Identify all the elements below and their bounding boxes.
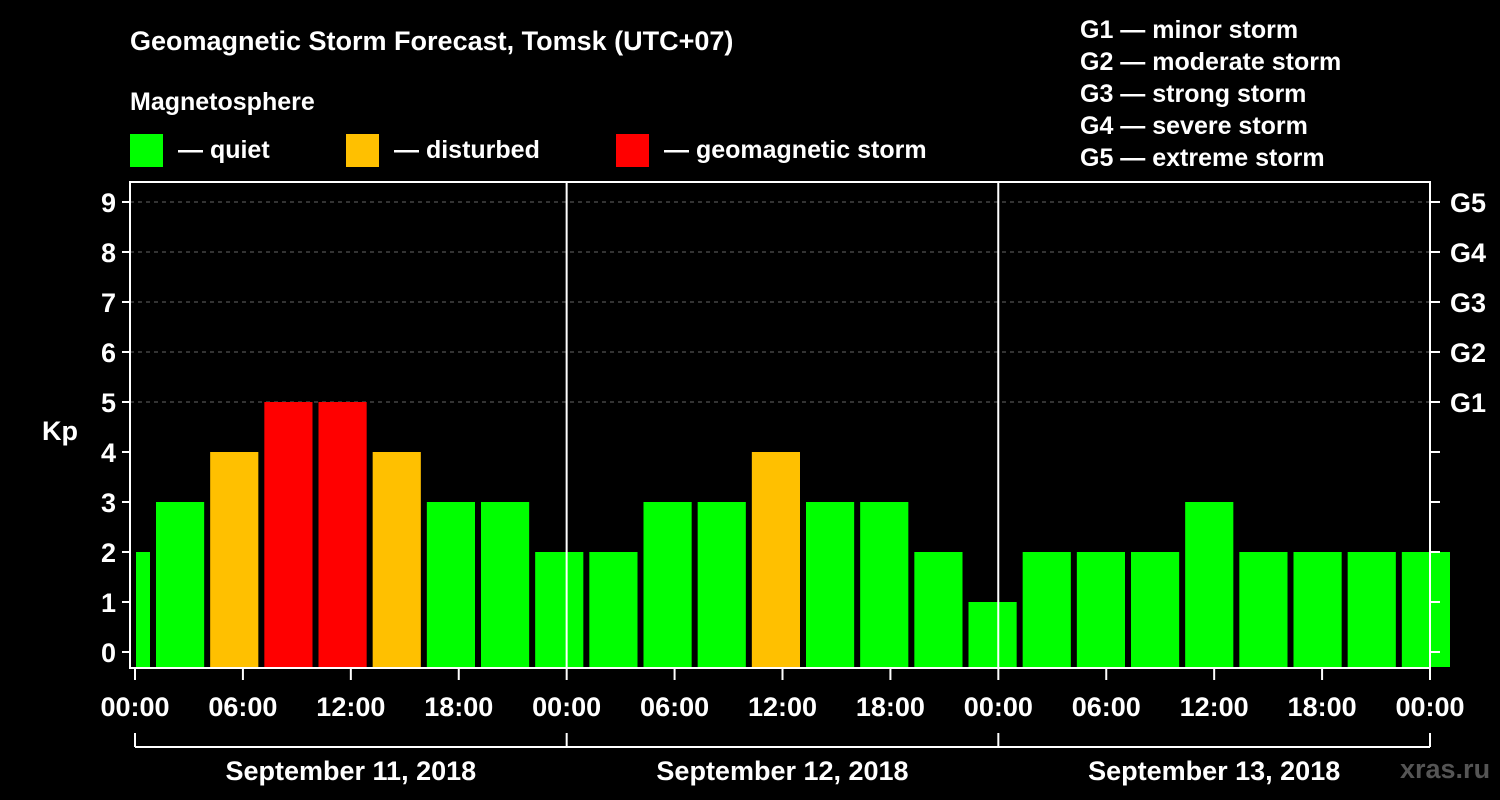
y-tick-label: 2 (101, 538, 116, 568)
bar (751, 452, 800, 667)
y-tick-label: 6 (101, 338, 116, 368)
x-tick-label: 06:00 (1072, 692, 1141, 722)
bar (372, 452, 421, 667)
bar (968, 602, 1017, 667)
bar (860, 502, 909, 667)
day-label: September 12, 2018 (656, 756, 908, 786)
y-tick-label: 7 (101, 288, 116, 318)
y-tick-label: 1 (101, 588, 116, 618)
color-legend: — quiet — disturbed — geomagnetic storm (130, 134, 927, 167)
bar (1022, 552, 1071, 667)
x-tick-label: 12:00 (748, 692, 817, 722)
x-tick-label: 00:00 (964, 692, 1033, 722)
bar (1239, 552, 1288, 667)
bar (1347, 552, 1396, 667)
legend-heading: Magnetosphere (130, 88, 315, 116)
legend-swatch (616, 134, 649, 167)
legend-label: — disturbed (394, 136, 540, 164)
x-tick-label: 06:00 (640, 692, 709, 722)
bar (264, 402, 313, 667)
right-tick-label: G4 (1450, 238, 1486, 268)
legend-swatch (346, 134, 379, 167)
right-tick-label: G2 (1450, 338, 1486, 368)
x-tick-label: 00:00 (532, 692, 601, 722)
bar (426, 502, 475, 667)
right-tick-label: G3 (1450, 288, 1486, 318)
x-tick-label: 00:00 (100, 692, 169, 722)
bar (1185, 502, 1234, 667)
scale-legend-item: G5 — extreme storm (1080, 144, 1325, 172)
watermark: xras.ru (1400, 754, 1490, 784)
bar (1401, 552, 1450, 667)
scale-legend-item: G1 — minor storm (1080, 16, 1298, 44)
storm-scale-legend: G1 — minor storm G2 — moderate storm G3 — … (1080, 16, 1341, 172)
legend-label: — geomagnetic storm (664, 136, 927, 164)
day-label: September 11, 2018 (225, 756, 476, 786)
axes: 0 1 2 3 4 5 6 7 8 9 G1 G2 G3 G4 G5 00:00 06:00 12:00 18:00… (100, 181, 1486, 786)
bar (481, 502, 530, 667)
scale-legend-item: G3 — strong storm (1080, 80, 1306, 108)
bar (1076, 552, 1125, 667)
y-tick-label: 4 (101, 438, 116, 468)
bar (697, 502, 746, 667)
right-tick-label: G1 (1450, 388, 1486, 418)
bar (136, 552, 150, 667)
legend-swatch (130, 134, 163, 167)
x-tick-label: 12:00 (316, 692, 385, 722)
bar (1131, 552, 1180, 667)
y-tick-label: 5 (101, 388, 116, 418)
bar (210, 452, 259, 667)
y-tick-label: 0 (101, 638, 116, 668)
x-tick-label: 06:00 (208, 692, 277, 722)
x-tick-label: 18:00 (1288, 692, 1357, 722)
bar (1293, 552, 1342, 667)
y-axis-label: Kp (42, 416, 78, 446)
bar (589, 552, 638, 667)
grid-lines (130, 201, 1430, 403)
scale-legend-item: G2 — moderate storm (1080, 48, 1341, 76)
x-tick-label: 18:00 (424, 692, 493, 722)
x-tick-label: 12:00 (1180, 692, 1249, 722)
bar (806, 502, 855, 667)
bar (535, 552, 584, 667)
y-tick-label: 3 (101, 488, 116, 518)
day-label: September 13, 2018 (1088, 756, 1340, 786)
y-tick-label: 9 (101, 188, 116, 218)
scale-legend-item: G4 — severe storm (1080, 112, 1308, 140)
bar (318, 402, 367, 667)
bar (156, 502, 205, 667)
bars (136, 402, 1450, 667)
x-tick-label: 00:00 (1395, 692, 1464, 722)
y-tick-label: 8 (101, 238, 116, 268)
legend-label: — quiet (178, 136, 270, 164)
x-tick-label: 18:00 (856, 692, 925, 722)
right-tick-label: G5 (1450, 188, 1486, 218)
bar (643, 502, 692, 667)
plot-frame (129, 181, 1431, 669)
chart-title: Geomagnetic Storm Forecast, Tomsk (UTC+0… (130, 26, 733, 56)
bar (914, 552, 963, 667)
